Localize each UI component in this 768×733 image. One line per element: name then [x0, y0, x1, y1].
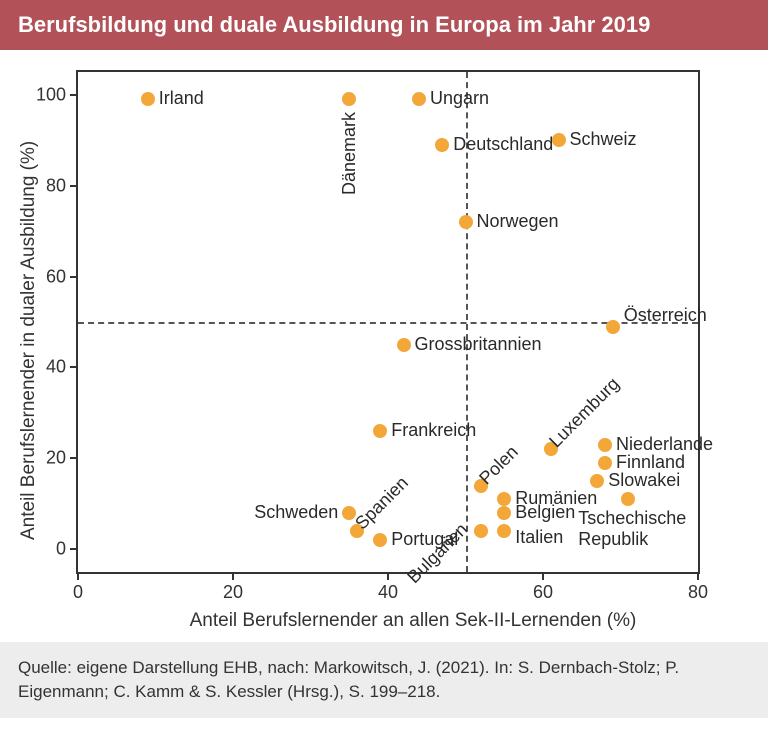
data-point [598, 456, 612, 470]
data-point [141, 92, 155, 106]
data-point [435, 138, 449, 152]
data-point [397, 338, 411, 352]
data-point [497, 492, 511, 506]
chart-title-bar: Berufsbildung und duale Ausbildung in Eu… [0, 0, 768, 50]
data-point-label: Ungarn [430, 88, 489, 109]
x-tick [232, 572, 234, 580]
data-point-label: Deutschland [453, 134, 553, 155]
y-tick-label: 60 [46, 266, 66, 287]
source-text: Quelle: eigene Darstellung EHB, nach: Ma… [18, 658, 679, 701]
y-tick-label: 40 [46, 357, 66, 378]
data-point-label: Österreich [624, 305, 707, 326]
x-axis-label: Anteil Berufslernender an allen Sek-II-L… [76, 610, 750, 632]
y-tick [70, 457, 78, 459]
data-point-label: Irland [159, 88, 204, 109]
source-footer: Quelle: eigene Darstellung EHB, nach: Ma… [0, 642, 768, 718]
data-point-label: Polen [475, 441, 522, 488]
data-point-label: Portugal [391, 529, 458, 550]
data-point [459, 215, 473, 229]
data-point [474, 524, 488, 538]
data-point [412, 92, 426, 106]
x-tick-label: 0 [73, 582, 83, 603]
plot-wrapper: 020406080020406080100IrlandDänemarkUngar… [76, 70, 750, 574]
chart-area: Anteil Berufslernender in dualer Ausbild… [0, 50, 768, 642]
data-point-label: Schweiz [570, 129, 637, 150]
data-point-label: Luxemburg [545, 374, 624, 453]
y-tick [70, 548, 78, 550]
y-tick [70, 276, 78, 278]
data-point [606, 320, 620, 334]
y-tick-label: 20 [46, 448, 66, 469]
data-point-label: Dänemark [339, 112, 360, 262]
data-point [373, 533, 387, 547]
data-point [497, 506, 511, 520]
y-axis-label: Anteil Berufslernender in dualer Ausbild… [18, 141, 40, 540]
data-point-label: Spanien [351, 473, 413, 535]
data-point-label: Italien [515, 527, 563, 548]
y-tick-label: 0 [56, 539, 66, 560]
x-tick-label: 60 [533, 582, 553, 603]
y-tick [70, 94, 78, 96]
data-point-label: Grossbritannien [415, 334, 542, 355]
y-tick-label: 100 [36, 84, 66, 105]
data-point-label: Belgien [515, 502, 575, 523]
x-tick [77, 572, 79, 580]
data-point-label: Norwegen [477, 211, 559, 232]
x-tick [542, 572, 544, 580]
data-point [497, 524, 511, 538]
data-point [342, 92, 356, 106]
y-tick [70, 366, 78, 368]
y-tick-label: 80 [46, 175, 66, 196]
chart-title: Berufsbildung und duale Ausbildung in Eu… [18, 12, 650, 37]
data-point [552, 133, 566, 147]
x-tick [387, 572, 389, 580]
page-container: Berufsbildung und duale Ausbildung in Eu… [0, 0, 768, 718]
data-point-label: Schweden [254, 502, 338, 523]
data-point [598, 438, 612, 452]
scatter-plot: 020406080020406080100IrlandDänemarkUngar… [76, 70, 700, 574]
data-point [621, 492, 635, 506]
data-point [590, 474, 604, 488]
x-tick-label: 20 [223, 582, 243, 603]
y-tick [70, 185, 78, 187]
x-tick [697, 572, 699, 580]
data-point-label: Slowakei [608, 470, 680, 491]
data-point-label: Frankreich [391, 420, 476, 441]
x-tick-label: 80 [688, 582, 708, 603]
data-point-label: TschechischeRepublik [578, 508, 686, 550]
data-point [373, 424, 387, 438]
